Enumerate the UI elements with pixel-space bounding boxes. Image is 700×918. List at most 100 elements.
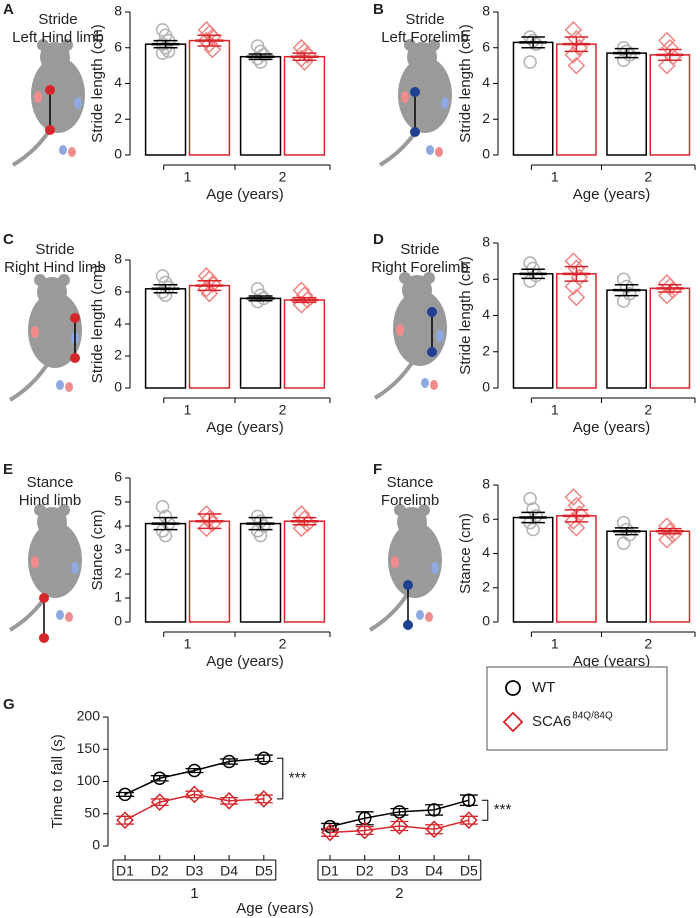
error-bar xyxy=(185,790,204,799)
bar xyxy=(649,54,691,156)
paw xyxy=(68,147,76,157)
marker xyxy=(526,522,540,537)
paw xyxy=(425,612,433,622)
significance-label: *** xyxy=(289,770,307,787)
error-bar xyxy=(116,815,134,825)
bar xyxy=(512,41,554,156)
marker xyxy=(203,40,222,59)
bar xyxy=(649,287,691,389)
bar xyxy=(188,284,231,389)
marker xyxy=(459,811,478,830)
y-tick-label: 150 xyxy=(77,740,101,756)
marker xyxy=(564,46,583,64)
x-tick-label: D3 xyxy=(390,863,408,879)
y-tick-label: 0 xyxy=(114,613,122,629)
error-bar xyxy=(153,516,178,531)
marker xyxy=(529,37,543,51)
marker xyxy=(462,793,476,807)
mouse-body xyxy=(398,57,452,133)
marker xyxy=(564,21,583,39)
bar xyxy=(512,516,554,623)
y-tick-label: 2 xyxy=(114,347,122,363)
y-axis-label: Stride length (cm) xyxy=(457,256,474,374)
x-axis-label: Age (years) xyxy=(206,419,284,436)
error-bar xyxy=(521,511,545,524)
marker xyxy=(564,488,583,506)
y-axis-label: Stride length (cm) xyxy=(457,24,474,142)
x-tick-label: D5 xyxy=(255,863,273,879)
y-tick-label: 6 xyxy=(114,283,122,299)
bar xyxy=(606,530,647,623)
y-axis-label: Time to fall (s) xyxy=(49,734,66,828)
paw xyxy=(56,380,64,390)
legend-label: SCA6 xyxy=(532,713,571,730)
mouse-head xyxy=(397,507,427,537)
mouse-ear xyxy=(404,39,416,51)
marker xyxy=(425,820,443,839)
paw xyxy=(31,556,39,568)
error-bar xyxy=(355,826,374,836)
y-tick-label: 200 xyxy=(77,708,101,724)
significance-label: *** xyxy=(494,801,512,818)
error-bar xyxy=(521,268,545,280)
y-tick-label: 2 xyxy=(114,565,122,581)
marker xyxy=(616,272,631,286)
marker xyxy=(616,515,631,530)
error-bar xyxy=(153,284,178,294)
paw xyxy=(56,610,64,620)
paw xyxy=(74,97,82,109)
y-tick-label: 3 xyxy=(114,541,122,557)
y-tick-label: 4 xyxy=(114,74,122,90)
panel-title: Hind limb xyxy=(19,492,82,509)
limb-dot xyxy=(70,313,80,323)
error-bar xyxy=(150,798,169,807)
mouse-head xyxy=(37,507,67,537)
error-bar xyxy=(564,509,589,523)
y-tick-label: 0 xyxy=(114,379,122,395)
marker xyxy=(616,536,631,550)
bar xyxy=(239,522,282,623)
error-bar xyxy=(390,807,409,816)
marker xyxy=(222,754,236,769)
bar xyxy=(144,43,187,156)
x-axis-label: Age (years) xyxy=(573,653,651,670)
panel-letter: B xyxy=(373,1,384,18)
bar xyxy=(556,515,597,623)
x-tick-label: D4 xyxy=(425,863,443,879)
y-tick-label: 4 xyxy=(482,306,490,322)
limb-dot xyxy=(403,620,413,630)
error-bar xyxy=(459,815,478,825)
marker xyxy=(502,711,524,733)
y-tick-label: 6 xyxy=(114,469,122,485)
marker xyxy=(564,252,583,270)
limb-dot xyxy=(427,307,437,317)
panel-title: Stride xyxy=(35,241,74,258)
marker xyxy=(658,286,676,305)
y-tick-label: 2 xyxy=(482,342,490,358)
marker xyxy=(658,56,676,75)
error-bar xyxy=(153,39,178,49)
error-bar xyxy=(658,527,682,535)
y-tick-label: 4 xyxy=(114,517,122,533)
marker xyxy=(150,793,169,812)
marker xyxy=(152,771,167,786)
y-tick-label: 0 xyxy=(114,146,122,162)
y-tick-label: 8 xyxy=(482,3,490,19)
paw xyxy=(34,91,42,103)
bar xyxy=(188,520,231,623)
error-bar xyxy=(254,794,273,804)
paw xyxy=(430,380,438,390)
x-tick-label: 2 xyxy=(644,169,652,185)
marker xyxy=(295,509,314,528)
y-tick-label: 4 xyxy=(482,544,490,560)
x-tick-label: D2 xyxy=(151,863,169,879)
mouse-illustration xyxy=(368,504,442,632)
error-bar xyxy=(292,516,317,526)
paw xyxy=(436,330,444,342)
paw xyxy=(416,610,424,620)
paw xyxy=(71,562,79,574)
marker xyxy=(357,811,372,826)
x-axis-label: Age (years) xyxy=(236,900,314,917)
bar xyxy=(606,52,647,156)
y-tick-label: 2 xyxy=(114,110,122,126)
